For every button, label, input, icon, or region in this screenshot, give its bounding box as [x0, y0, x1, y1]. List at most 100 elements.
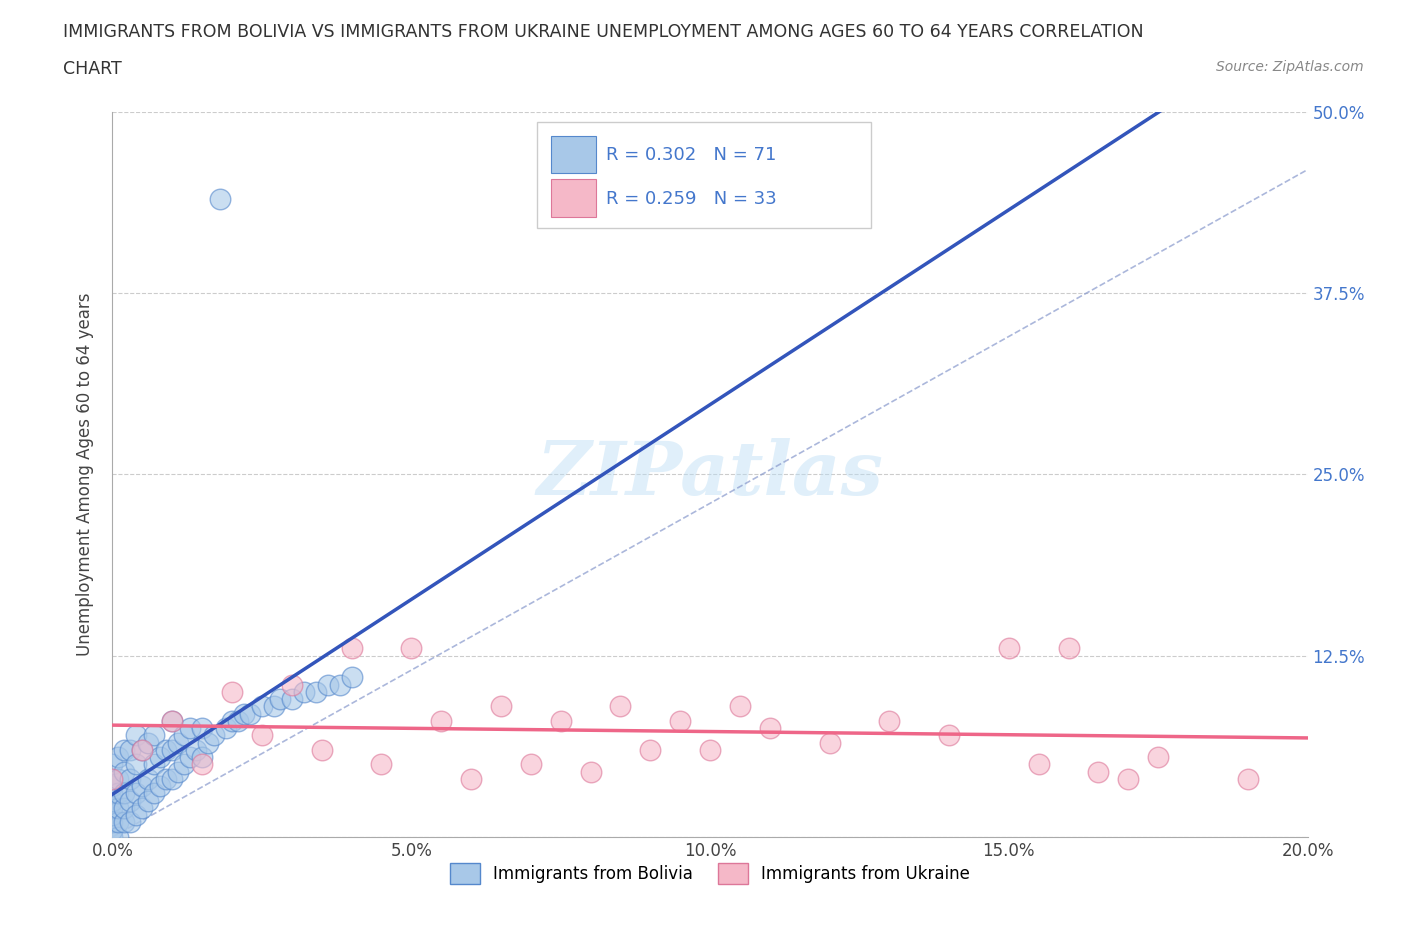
Point: [101, 830, 124, 844]
Point: [101, 786, 124, 801]
Point: [120, 772, 142, 787]
Point: [155, 742, 177, 757]
Point: [120, 815, 142, 830]
Point: [131, 742, 153, 757]
Point: [250, 699, 273, 714]
Legend: Immigrants from Bolivia, Immigrants from Ukraine: Immigrants from Bolivia, Immigrants from…: [443, 857, 977, 890]
Point: [233, 706, 256, 721]
Point: [101, 793, 124, 808]
Point: [101, 772, 124, 787]
Point: [101, 772, 124, 787]
Point: [191, 721, 214, 736]
Point: [101, 808, 124, 823]
Point: [143, 757, 166, 772]
Point: [162, 713, 183, 728]
Point: [202, 728, 225, 743]
Point: [460, 772, 482, 787]
Point: [114, 786, 135, 801]
FancyBboxPatch shape: [537, 123, 872, 228]
Point: [640, 742, 662, 757]
Point: [167, 736, 190, 751]
Point: [143, 786, 166, 801]
Point: [114, 764, 135, 779]
Point: [879, 713, 901, 728]
Point: [609, 699, 631, 714]
Point: [215, 721, 238, 736]
Point: [316, 677, 339, 692]
Point: [370, 757, 392, 772]
Point: [114, 801, 135, 816]
Point: [281, 677, 304, 692]
Point: [173, 757, 195, 772]
Point: [226, 713, 249, 728]
Point: [329, 677, 352, 692]
Point: [179, 721, 201, 736]
Point: [1057, 641, 1080, 656]
Text: Source: ZipAtlas.com: Source: ZipAtlas.com: [1216, 60, 1364, 74]
Point: [489, 699, 512, 714]
Point: [401, 641, 423, 656]
Point: [107, 830, 129, 844]
Point: [143, 728, 166, 743]
Point: [1028, 757, 1050, 772]
Point: [138, 772, 160, 787]
Point: [179, 750, 201, 764]
Point: [1087, 764, 1109, 779]
Point: [101, 757, 124, 772]
Point: [305, 684, 328, 699]
Point: [131, 801, 153, 816]
Bar: [551, 136, 596, 173]
Point: [149, 778, 172, 793]
Point: [101, 822, 124, 837]
Point: [191, 750, 214, 764]
Point: [998, 641, 1021, 656]
Point: [269, 692, 291, 707]
Point: [728, 699, 751, 714]
Point: [186, 742, 208, 757]
Text: ZIPatlas: ZIPatlas: [537, 438, 883, 511]
Point: [162, 742, 183, 757]
Point: [1237, 772, 1260, 787]
Point: [281, 692, 304, 707]
Point: [340, 670, 363, 684]
Point: [669, 713, 692, 728]
Point: [107, 772, 129, 787]
Point: [311, 742, 333, 757]
Point: [191, 757, 214, 772]
Point: [162, 713, 183, 728]
Text: CHART: CHART: [63, 60, 122, 78]
Point: [155, 772, 177, 787]
Point: [125, 786, 148, 801]
Point: [120, 742, 142, 757]
Point: [197, 736, 219, 751]
Point: [221, 684, 243, 699]
Point: [107, 815, 129, 830]
Point: [101, 778, 124, 793]
Point: [221, 713, 243, 728]
Point: [579, 764, 602, 779]
Y-axis label: Unemployment Among Ages 60 to 64 years: Unemployment Among Ages 60 to 64 years: [76, 293, 94, 656]
Point: [263, 699, 285, 714]
Point: [167, 764, 190, 779]
Point: [131, 742, 153, 757]
Point: [114, 815, 135, 830]
Point: [430, 713, 453, 728]
Point: [120, 793, 142, 808]
Point: [292, 684, 315, 699]
Point: [149, 750, 172, 764]
Text: IMMIGRANTS FROM BOLIVIA VS IMMIGRANTS FROM UKRAINE UNEMPLOYMENT AMONG AGES 60 TO: IMMIGRANTS FROM BOLIVIA VS IMMIGRANTS FR…: [63, 23, 1144, 41]
Point: [107, 786, 129, 801]
Point: [131, 778, 153, 793]
Point: [107, 801, 129, 816]
Point: [1147, 750, 1170, 764]
Point: [125, 757, 148, 772]
Point: [209, 192, 232, 206]
Point: [162, 772, 183, 787]
Point: [520, 757, 543, 772]
Point: [759, 721, 782, 736]
Point: [107, 750, 129, 764]
Bar: [551, 179, 596, 217]
Text: R = 0.259   N = 33: R = 0.259 N = 33: [606, 190, 776, 207]
Point: [125, 728, 148, 743]
Point: [239, 706, 262, 721]
